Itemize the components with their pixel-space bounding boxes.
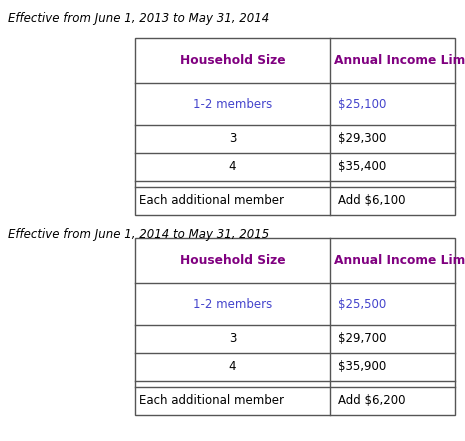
Text: $29,700: $29,700	[338, 333, 386, 345]
Bar	[135, 38, 455, 215]
Text: $25,100: $25,100	[338, 97, 386, 111]
Text: $35,400: $35,400	[338, 161, 386, 173]
Text: 1-2 members: 1-2 members	[193, 97, 272, 111]
Text: Add $6,100: Add $6,100	[338, 194, 405, 208]
Text: 4: 4	[229, 161, 236, 173]
Text: Annual Income Limits: Annual Income Limits	[334, 254, 465, 267]
Text: Household Size: Household Size	[179, 54, 286, 67]
Text: $35,900: $35,900	[338, 360, 386, 374]
Text: Each additional member: Each additional member	[139, 395, 284, 407]
Text: 3: 3	[229, 333, 236, 345]
Text: Effective from June 1, 2014 to May 31, 2015: Effective from June 1, 2014 to May 31, 2…	[8, 228, 269, 241]
Text: Effective from June 1, 2013 to May 31, 2014: Effective from June 1, 2013 to May 31, 2…	[8, 12, 269, 25]
Text: Add $6,200: Add $6,200	[338, 395, 405, 407]
Text: 3: 3	[229, 132, 236, 146]
Text: Each additional member: Each additional member	[139, 194, 284, 208]
Text: 1-2 members: 1-2 members	[193, 298, 272, 310]
Text: Annual Income Limits: Annual Income Limits	[334, 54, 465, 67]
Text: $29,300: $29,300	[338, 132, 386, 146]
Bar	[135, 238, 455, 415]
Text: 4: 4	[229, 360, 236, 374]
Text: $25,500: $25,500	[338, 298, 386, 310]
Text: Household Size: Household Size	[179, 254, 286, 267]
